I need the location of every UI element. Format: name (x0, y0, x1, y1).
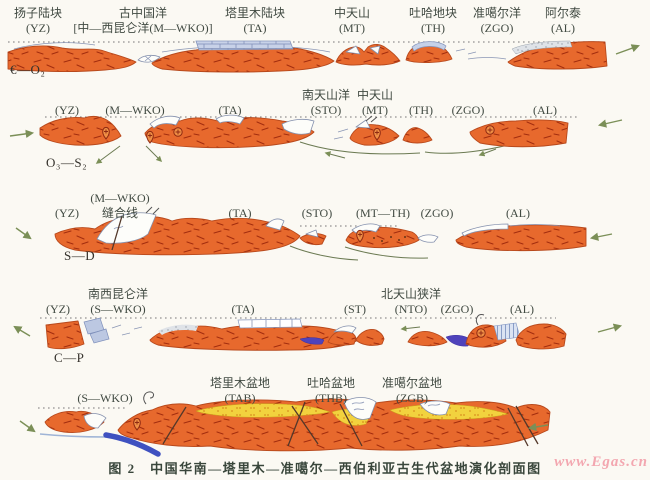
block-label-mwko: 古中国洋 [中—西昆仑洋(M—WKO)] (73, 6, 213, 35)
block-label-sto: (STO) (301, 206, 333, 220)
block-label-yz: (YZ) (55, 103, 79, 117)
section-3-art (15, 206, 613, 261)
yangtze-block (45, 320, 85, 350)
figure-caption: 图 2 中国华南—塔里木—准噶尔—西伯利亚古生代盆地演化剖面图 (108, 461, 542, 476)
block-label-ta: (TA) (218, 103, 242, 117)
oceanic-crust (299, 337, 325, 345)
fault-line (339, 403, 363, 447)
block-label-yz: (YZ) (46, 302, 70, 316)
accretionary-wedge (493, 322, 521, 341)
era-label: €—O₂ (10, 62, 46, 77)
block-label-al: (AL) (506, 206, 530, 220)
tarim-basin-fill (195, 403, 331, 418)
amalgamated-continent (117, 398, 551, 452)
fault-line (162, 406, 187, 445)
subduction-arrow (478, 148, 497, 157)
convergence-arrow-right (597, 119, 623, 128)
carbonate-platform (237, 318, 303, 329)
block-label-zgo: (ZGO) (420, 206, 454, 220)
section-1-art (7, 40, 640, 73)
block-label-zgo: (ZGO) (440, 302, 474, 316)
block-label-zgo: (ZGO) (451, 103, 485, 117)
block-label-mt-th: (MT—TH) (356, 206, 410, 220)
pluton-icon (173, 127, 183, 137)
block-label-th: (TH) (409, 103, 433, 117)
block-label-nto: 北天山狭洋 (NTO) (380, 287, 442, 316)
block-label-ta: (TA) (231, 302, 255, 316)
convergence-arrow-right (527, 422, 549, 432)
fault-line (515, 405, 539, 445)
block-label-thb: 吐哈盆地 (THB) (306, 376, 356, 405)
block-label-mt: 中天山 (MT) (333, 6, 371, 35)
block-label-mwko-suture: (M—WKO) 缝合线 (90, 191, 150, 220)
tarim-block (151, 45, 335, 73)
altai-block (515, 323, 567, 350)
convergence-arrow-left (13, 325, 31, 337)
convergence-arrow-left (19, 420, 36, 433)
block-label-zgo: 准噶尔洋 (ZGO) (472, 6, 522, 35)
block-label-swko: (S—WKO) (77, 391, 133, 405)
suture-zone (96, 212, 157, 244)
section-4-art (13, 314, 623, 351)
block-label-mwko: (M—WKO) (105, 103, 165, 117)
subduction-arrow (95, 145, 121, 164)
block-label-ta: 塔里木陆块 (TA) (224, 6, 286, 35)
block-label-yz: 扬子陆块 (YZ) (13, 6, 63, 35)
mid-tianshan-block (335, 44, 401, 66)
turpan-hami-block (402, 127, 433, 144)
block-label-swko: 南西昆仑洋 (S—WKO) (87, 287, 149, 316)
block-label-zgb: 准噶尔盆地 (ZGB) (381, 376, 443, 405)
subduction-arrow (400, 325, 421, 332)
section-5-art (19, 391, 551, 457)
watermark: www.Egas.cn (554, 454, 648, 470)
block-label-mt: 中天山 (MT) (356, 88, 394, 117)
block-label-al: (AL) (533, 103, 557, 117)
fault-line (111, 215, 123, 251)
convergence-arrow-left (9, 129, 35, 139)
subducting-slab-bricks (83, 317, 110, 344)
carbonate-platform (195, 40, 294, 51)
yangtze-block (7, 45, 137, 72)
subduction-arrow (324, 151, 346, 159)
convergence-arrow-right (589, 232, 613, 241)
pluton-icon (476, 328, 486, 338)
convergence-arrow-right (615, 44, 640, 55)
block-label-ta: (TA) (228, 206, 252, 220)
block-label-al: (AL) (510, 302, 534, 316)
block-label-al: 阿尔泰 (AL) (544, 6, 582, 35)
fault-line (287, 401, 306, 447)
subduction-arrow (145, 145, 163, 163)
block-label-tab: 塔里木盆地 (TAB) (209, 376, 271, 405)
ocean-wedge (137, 54, 161, 63)
fault-line (291, 405, 319, 445)
era-label: S—D (64, 248, 96, 263)
south-tianshan-ocean-wedge (281, 118, 315, 135)
convergence-arrow-left (15, 227, 32, 240)
block-label-th: 吐哈地块 (TH) (408, 6, 458, 35)
era-label: O₃—S₂ (46, 155, 88, 170)
era-label: C—P (54, 350, 85, 365)
pluton-icon (485, 125, 495, 135)
block-label-yz: (YZ) (55, 206, 79, 220)
convergence-arrow-right (597, 323, 623, 333)
block-label-sto: 南天山洋 (STO) (301, 88, 351, 117)
north-tianshan-block (407, 331, 448, 347)
subducted-oceanic-slab (103, 432, 161, 457)
section-2-art (9, 114, 623, 164)
altai-block (469, 119, 569, 148)
fault-line (507, 407, 529, 447)
block-label-st: (ST) (344, 302, 366, 316)
